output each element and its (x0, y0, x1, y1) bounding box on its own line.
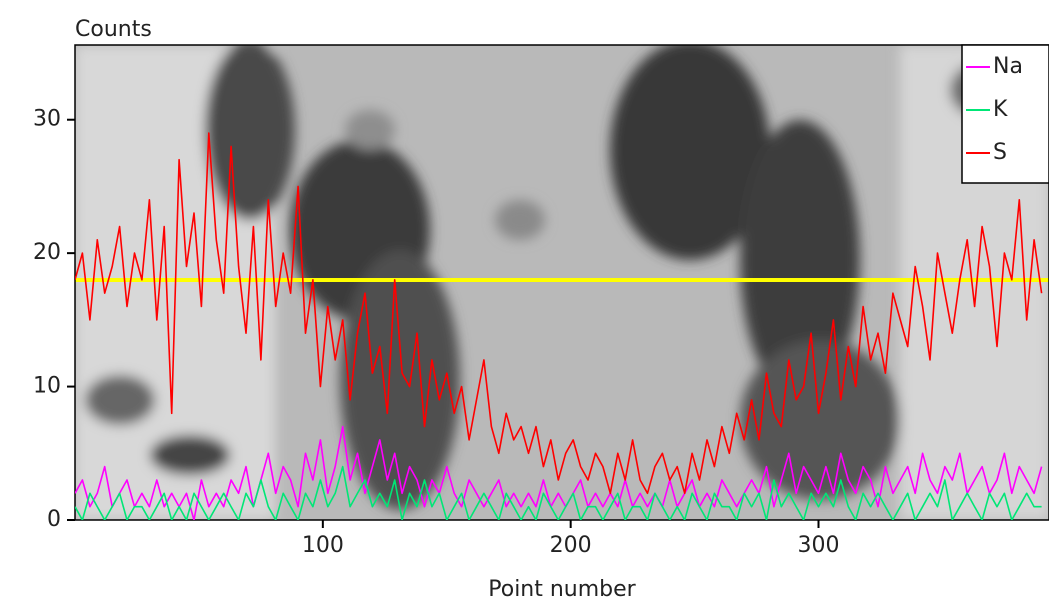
sem-image (75, 45, 1049, 520)
series-line (75, 425, 1043, 520)
y-tick-label: 0 (47, 507, 61, 532)
legend: Na KS (961, 44, 1049, 184)
x-tick-label: 300 (798, 533, 840, 558)
legend-label: S (993, 140, 1007, 165)
x-tick-label: 200 (550, 533, 592, 558)
legend-label: Na (993, 54, 1023, 79)
y-tick-label: 30 (33, 107, 61, 132)
series-line (75, 132, 1043, 495)
y-tick-label: 20 (33, 240, 61, 265)
y-tick-label: 10 (33, 374, 61, 399)
plot-lines (75, 132, 1043, 520)
series-line (75, 465, 1042, 520)
x-tick-label: 100 (302, 533, 344, 558)
x-axis-label: Point number (488, 577, 636, 602)
legend-label: K (993, 97, 1008, 122)
y-axis-label: Counts (75, 17, 152, 42)
plot-frame (74, 44, 1049, 521)
